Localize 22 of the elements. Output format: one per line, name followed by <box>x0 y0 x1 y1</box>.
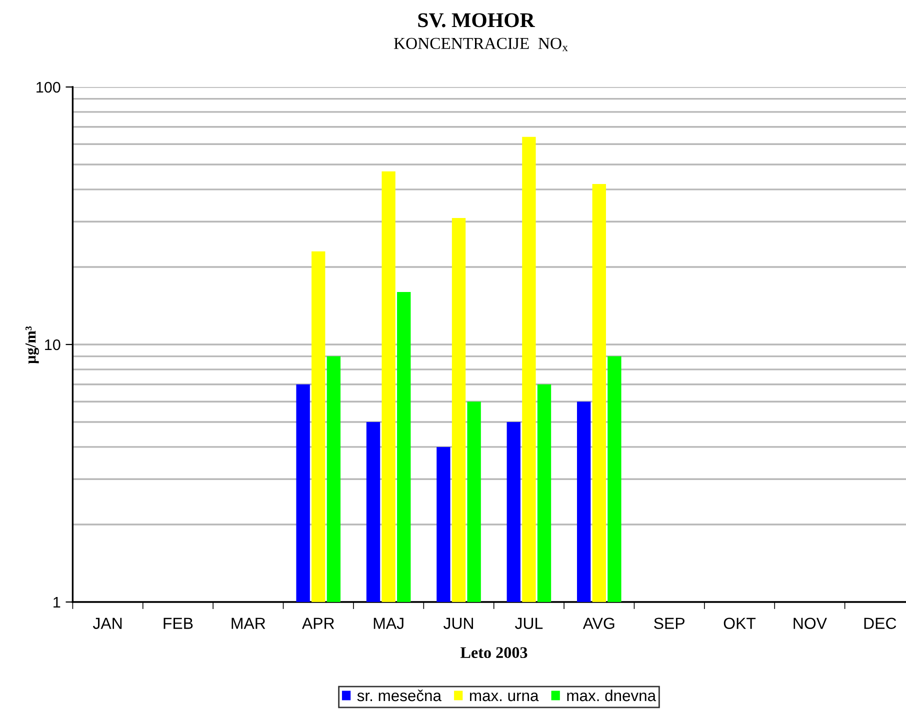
y-tick-label: 1 <box>54 597 60 608</box>
x-tick-label: MAJ <box>374 618 404 630</box>
x-tick-label: DEC <box>864 618 896 630</box>
x-axis-title: Leto 2003 <box>460 647 528 658</box>
y-axis-title: µg/m³ <box>25 326 39 364</box>
y-tick-label: 10 <box>45 339 60 350</box>
chart-title: SV. MOHOR <box>418 13 536 28</box>
y-tick-label: 100 <box>36 82 60 93</box>
x-tick-label: OKT <box>724 618 756 630</box>
chart-subtitle: KONCENTRACIJE NO$_{x}$ <box>394 38 568 52</box>
legend-label: max. dnevna <box>567 690 656 702</box>
x-tick-label: FEB <box>164 618 193 629</box>
x-tick-label: APR <box>302 618 334 629</box>
x-tick-label: JUN <box>443 618 473 630</box>
x-tick-label: SEP <box>654 618 684 630</box>
x-tick-label: JUL <box>514 618 543 630</box>
x-tick-label: MAR <box>232 618 266 629</box>
x-tick-label: NOV <box>794 618 827 630</box>
legend-label: sr. mesečna <box>357 690 442 702</box>
legend-label: max. urna <box>470 692 539 702</box>
x-tick-label: JAN <box>92 618 122 630</box>
x-tick-label: AVG <box>582 618 614 630</box>
